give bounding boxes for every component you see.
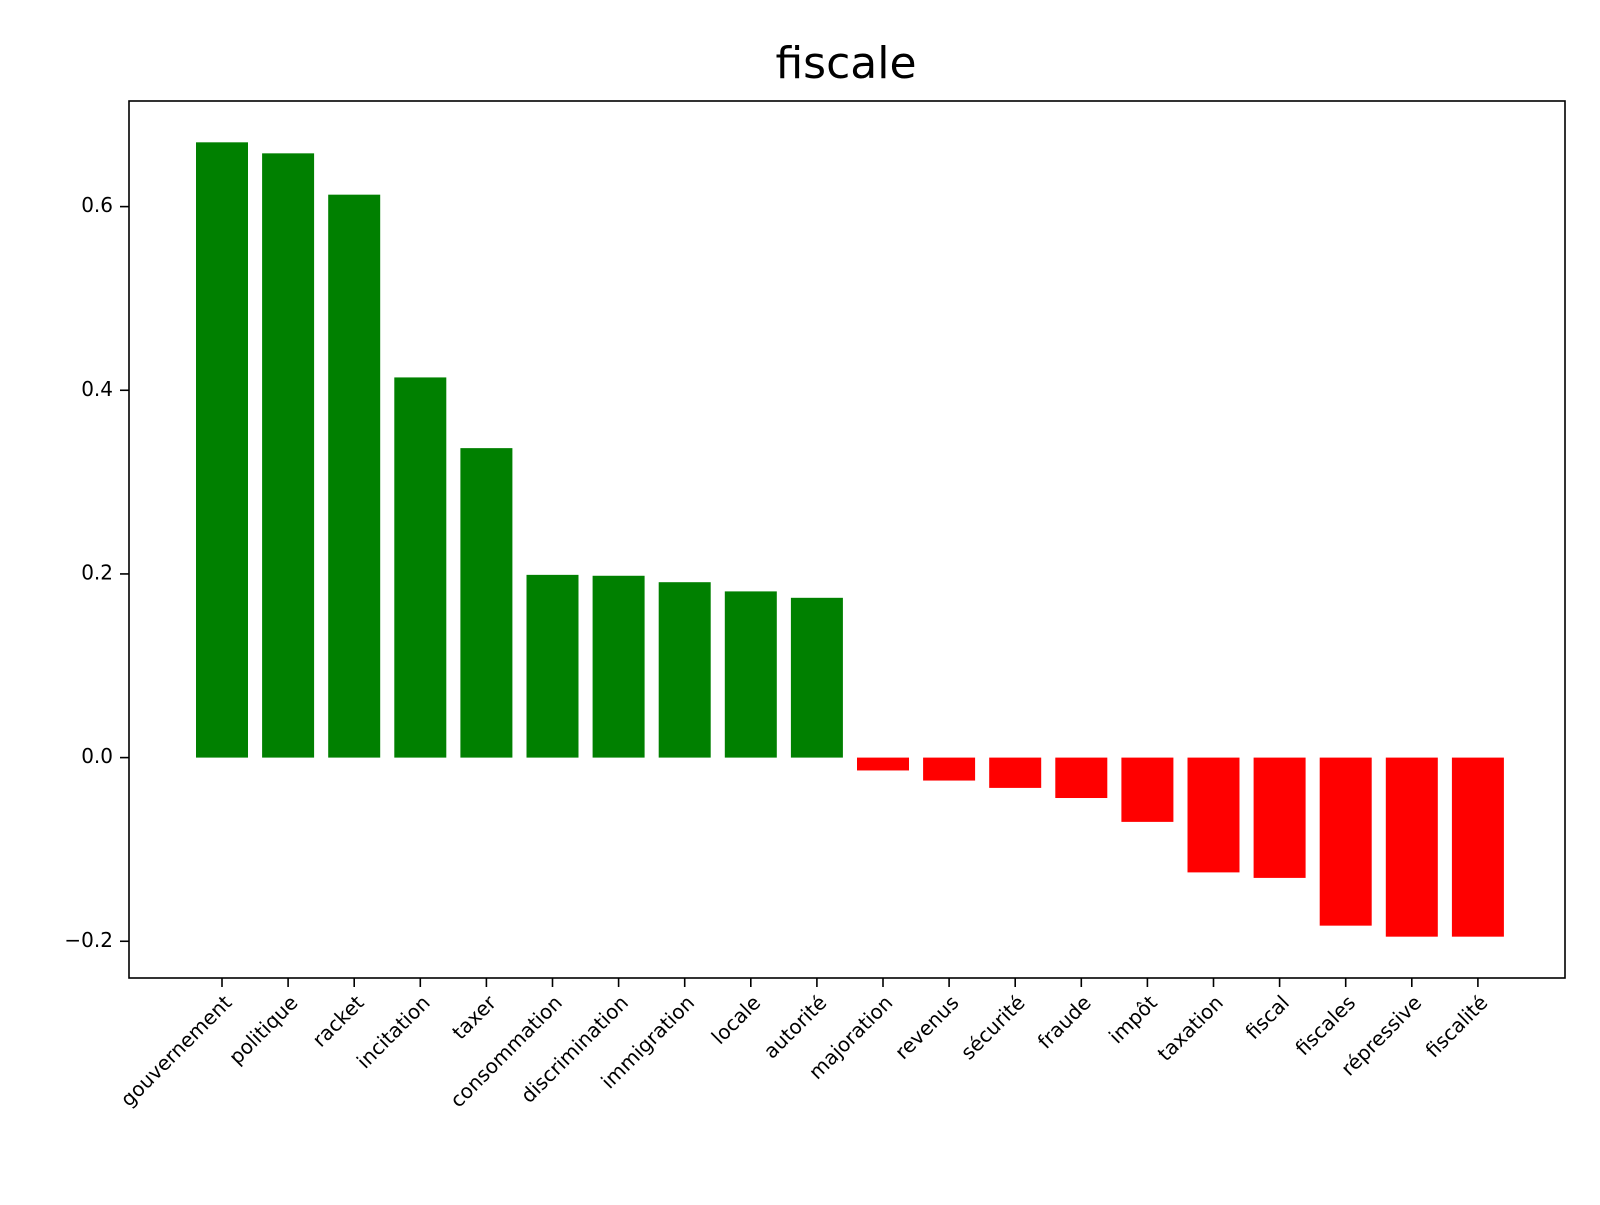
x-tick-label: impôt — [1104, 990, 1162, 1048]
bar-fiscales — [1319, 757, 1372, 926]
bar-locale — [724, 591, 777, 758]
x-tick-label: politique — [224, 990, 303, 1069]
chart-title: fiscale — [775, 38, 916, 89]
bar-immigration — [658, 582, 711, 758]
y-tick-label: 0.6 — [81, 193, 113, 217]
plot-frame — [128, 100, 1566, 979]
bar-impôt — [1121, 757, 1174, 822]
x-tick-label: revenus — [890, 990, 964, 1064]
x-tick-label: fiscalité — [1421, 990, 1493, 1062]
x-tick-label: sécurité — [956, 990, 1030, 1064]
y-tick-label: 0.0 — [81, 744, 113, 768]
bars-layer — [196, 142, 1504, 937]
x-tick-label: fraude — [1033, 990, 1096, 1053]
bar-revenus — [923, 757, 976, 781]
x-tick-label: fiscal — [1240, 990, 1294, 1044]
bar-fiscal — [1253, 757, 1306, 878]
bar-consommation — [526, 574, 579, 758]
bar-répressive — [1385, 757, 1438, 937]
x-tick-label: gouvernement — [116, 990, 237, 1111]
y-axis: −0.2 0.0 0.2 0.4 0.6 — [64, 193, 129, 952]
bar-sécurité — [989, 757, 1042, 788]
x-tick-label: locale — [707, 990, 766, 1049]
bar-fiscalité — [1451, 757, 1504, 937]
x-tick-label: racket — [307, 990, 368, 1051]
bar-taxation — [1187, 757, 1240, 873]
y-tick-label: −0.2 — [64, 928, 113, 952]
x-tick-label: taxation — [1153, 990, 1228, 1065]
x-tick-label: incitation — [352, 990, 435, 1073]
y-tick-label: 0.2 — [81, 560, 113, 584]
bar-taxer — [460, 448, 513, 758]
bar-discrimination — [592, 575, 645, 758]
bar-racket — [328, 194, 381, 758]
y-tick-label: 0.4 — [81, 377, 113, 401]
bar-gouvernement — [196, 142, 248, 758]
bar-politique — [262, 153, 315, 758]
x-tick-label: taxer — [447, 990, 501, 1044]
bar-autorité — [790, 597, 843, 758]
bar-fraude — [1055, 757, 1108, 799]
bar-majoration — [857, 757, 909, 771]
bar-incitation — [394, 377, 447, 758]
x-tick-label: consommation — [445, 990, 567, 1112]
